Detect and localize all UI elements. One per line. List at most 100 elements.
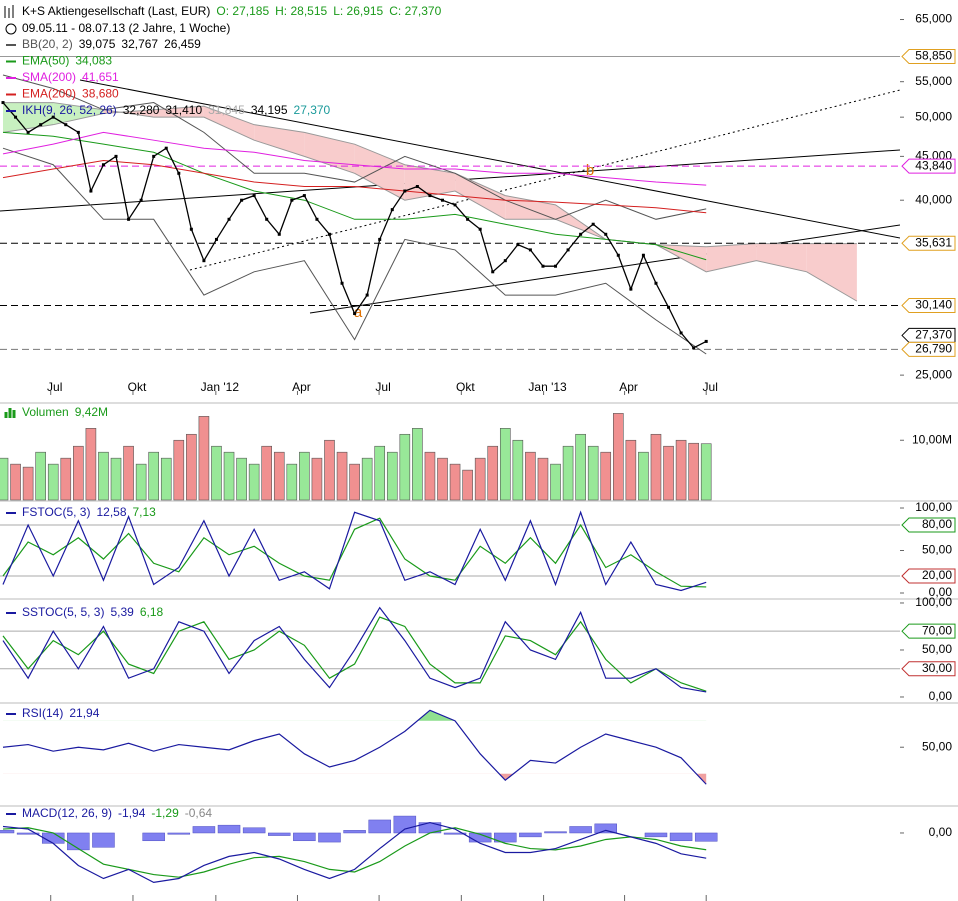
- price-mark: [152, 154, 156, 158]
- volume-bar: [160, 457, 172, 501]
- price-mark: [516, 243, 520, 247]
- clock-icon: [5, 23, 17, 35]
- price-mark: [139, 198, 143, 202]
- legend-value: 39,075: [79, 37, 116, 51]
- tag-box: [901, 235, 956, 251]
- price-mark: [415, 185, 419, 189]
- legend-entry: IKH(9, 26, 52, 26) 32,280 31,410 31,845 34,1…: [22, 103, 331, 117]
- price-mark: [453, 203, 457, 207]
- volume-bar: [474, 457, 486, 501]
- tag-label: 30,00: [922, 661, 952, 675]
- tag-box: [901, 661, 956, 677]
- volume-bar: [286, 463, 298, 501]
- macd-histogram: [694, 832, 718, 842]
- volume-bar: [499, 428, 511, 501]
- cloud: [254, 124, 305, 157]
- y-tick-label: 0,00: [929, 585, 953, 599]
- x-tick-label: Jan '13: [528, 380, 567, 394]
- y-tick-label: 10,00M: [912, 432, 952, 446]
- x-tick-label: Okt: [456, 380, 475, 394]
- volume-bar: [223, 451, 235, 501]
- volume-icon: [4, 408, 16, 418]
- price-mark: [214, 237, 218, 241]
- tag-label: 20,00: [922, 568, 952, 582]
- price-mark: [654, 281, 658, 285]
- volume-bar: [587, 445, 599, 501]
- trend-line: [79, 79, 900, 239]
- chart-icon: [4, 5, 14, 18]
- price-mark: [365, 293, 369, 297]
- panel-value: -1,94: [118, 806, 146, 820]
- panel-name: SSTOC(5, 5, 3): [22, 605, 104, 619]
- panel-value: 6,18: [140, 605, 164, 619]
- panel-title: MACD(12, 26, 9) -1,94 -1,29 -0,64: [22, 806, 212, 820]
- legend-value: 26,459: [164, 37, 201, 51]
- macd-histogram: [167, 832, 191, 835]
- indicator-line: [2, 616, 707, 692]
- title-text: K+S Aktiengesellschaft (Last, EUR): [22, 4, 210, 18]
- legend-name: IKH(9, 26, 52, 26): [22, 103, 117, 117]
- price-tag: 70,00: [901, 623, 956, 639]
- volume-bar: [537, 457, 549, 501]
- price-mark: [340, 281, 344, 285]
- price-mark: [51, 115, 55, 119]
- tag-label: 70,00: [922, 623, 952, 637]
- tag-box: [901, 298, 956, 314]
- quote: L: 26,915: [333, 4, 383, 18]
- tag-box: [901, 623, 956, 639]
- tag-label: 43,840: [915, 158, 952, 172]
- legend-entry: EMA(200) 38,680: [22, 87, 119, 101]
- volume-bar: [412, 428, 423, 501]
- volume-bar: [198, 416, 210, 501]
- subtitle: 09.05.11 - 08.07.13 (2 Jahre, 1 Woche): [22, 21, 230, 35]
- y-tick-label: 50,00: [922, 739, 952, 753]
- tag-box: [901, 517, 956, 533]
- macd-histogram: [67, 832, 90, 851]
- cloud: [354, 144, 405, 201]
- annotation: a: [354, 304, 363, 321]
- macd-histogram: [142, 832, 165, 842]
- cloud: [203, 106, 255, 141]
- price-mark: [177, 171, 181, 175]
- price-mark: [101, 163, 105, 167]
- price-tag: 58,850: [901, 49, 956, 65]
- y-tick-label: 100,00: [915, 500, 952, 514]
- panel-name: Volumen: [22, 405, 69, 419]
- volume-bar: [135, 463, 147, 501]
- volume-bar: [236, 457, 247, 501]
- y-tick-label: 100,00: [915, 595, 952, 609]
- volume-bar: [550, 463, 561, 501]
- volume-bar: [186, 433, 197, 501]
- panel-title: SSTOC(5, 5, 3) 5,39 6,18: [22, 605, 164, 619]
- volume-bar: [47, 463, 59, 501]
- volume-bar: [700, 443, 712, 501]
- volume-bar: [10, 463, 21, 501]
- macd-histogram: [268, 832, 291, 836]
- price-mark: [378, 237, 382, 241]
- macd-histogram: [217, 824, 241, 834]
- volume-bar: [261, 445, 273, 501]
- volume-bar: [35, 451, 46, 501]
- panel-title: RSI(14) 21,94: [22, 706, 100, 720]
- cloud: [505, 195, 556, 220]
- price-mark: [679, 331, 683, 335]
- macd-histogram: [544, 831, 567, 834]
- macd-histogram: [0, 830, 15, 834]
- cloud: [404, 164, 456, 201]
- cloud: [304, 132, 355, 174]
- tag-box: [901, 327, 956, 343]
- price-mark: [629, 287, 633, 291]
- price-mark: [616, 253, 620, 257]
- macd-histogram: [393, 815, 417, 834]
- indicator-line: [2, 517, 707, 588]
- y-tick-label: 65,000: [915, 12, 952, 26]
- price-mark: [491, 270, 495, 274]
- legend-value: 31,410: [165, 103, 202, 117]
- macd-histogram: [494, 832, 517, 843]
- volume-bar: [399, 433, 411, 501]
- price-mark: [528, 248, 532, 252]
- volume-bar: [663, 445, 674, 501]
- volume-bar: [650, 433, 662, 501]
- bb-lower: [2, 147, 707, 355]
- price-mark: [692, 346, 696, 350]
